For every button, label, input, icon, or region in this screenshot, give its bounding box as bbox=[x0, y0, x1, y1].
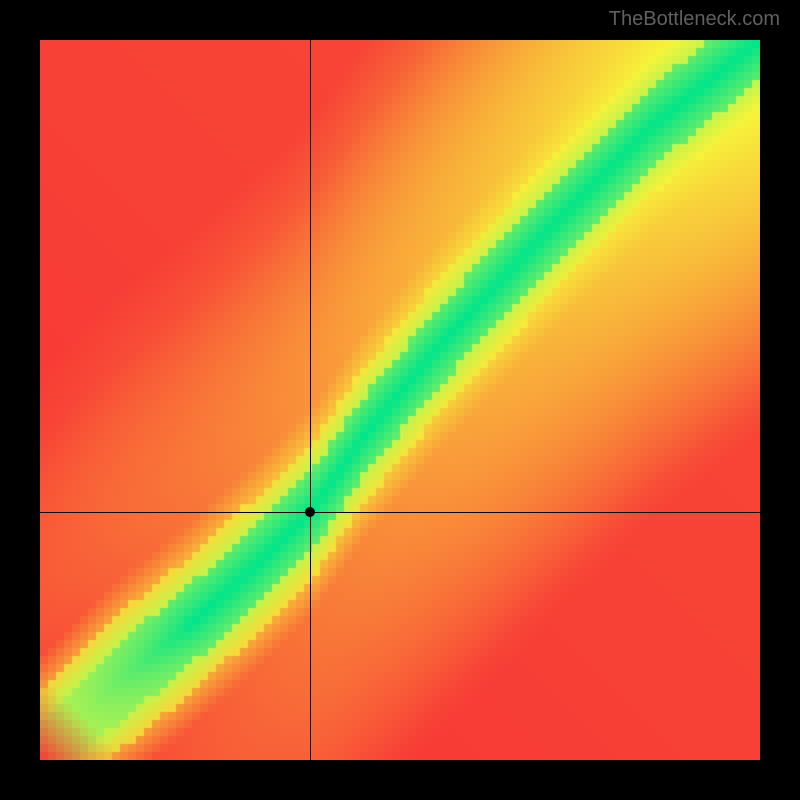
crosshair-horizontal bbox=[40, 512, 760, 513]
watermark-text: TheBottleneck.com bbox=[609, 8, 780, 31]
heatmap-canvas bbox=[40, 40, 760, 760]
marker-dot bbox=[305, 507, 315, 517]
crosshair-vertical bbox=[310, 40, 311, 760]
heatmap-chart bbox=[40, 40, 760, 760]
